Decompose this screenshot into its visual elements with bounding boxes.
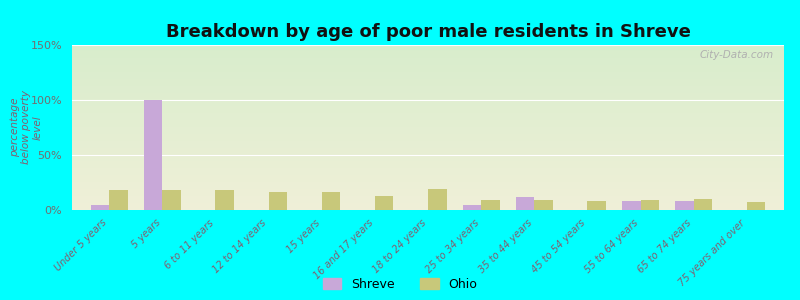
Bar <box>109 190 128 210</box>
Bar <box>269 192 287 210</box>
Text: City-Data.com: City-Data.com <box>699 50 774 60</box>
Bar <box>534 200 553 210</box>
Bar <box>694 199 712 210</box>
Bar <box>162 190 181 210</box>
Bar <box>428 189 446 210</box>
Legend: Shreve, Ohio: Shreve, Ohio <box>322 278 478 291</box>
Bar <box>641 200 659 210</box>
Bar <box>481 200 500 210</box>
Bar <box>675 201 694 210</box>
Bar <box>215 190 234 210</box>
Bar <box>322 192 340 210</box>
Bar <box>747 202 766 210</box>
Bar <box>375 196 394 210</box>
Bar <box>622 201 641 210</box>
Bar <box>144 100 162 210</box>
Y-axis label: percentage
below poverty
level: percentage below poverty level <box>10 91 43 164</box>
Title: Breakdown by age of poor male residents in Shreve: Breakdown by age of poor male residents … <box>166 23 690 41</box>
Bar <box>516 197 534 210</box>
Bar <box>587 201 606 210</box>
Bar <box>90 205 109 210</box>
Bar <box>462 205 481 210</box>
